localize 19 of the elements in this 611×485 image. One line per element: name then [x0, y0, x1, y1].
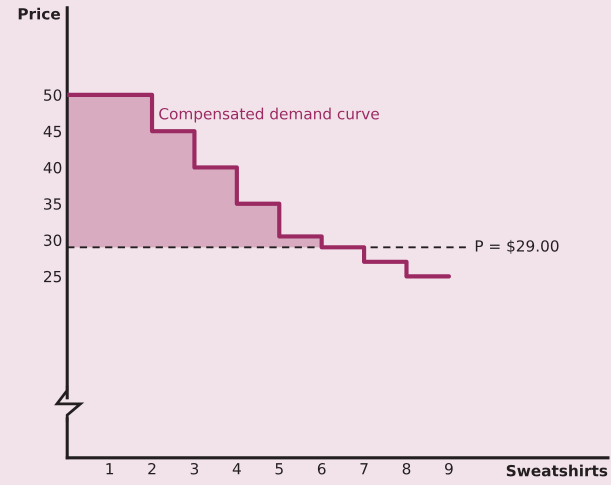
x-tick-label: 9	[445, 462, 453, 475]
x-tick-label: 8	[402, 462, 410, 475]
ref-line-label: P = $29.00	[476, 240, 559, 254]
x-tick-label: 5	[276, 463, 283, 475]
y-tick-label: 25	[44, 270, 62, 282]
x-tick-label: 6	[318, 462, 326, 475]
x-tick-label: 4	[232, 463, 241, 474]
x-tick-label: 1	[106, 463, 114, 474]
y-axis-title: Price	[18, 8, 60, 20]
x-axis-title: Sweatshirts	[506, 464, 608, 476]
y-tick-label: 30	[44, 234, 62, 246]
x-tick-label: 7	[360, 463, 368, 474]
x-tick-label: 2	[148, 462, 156, 474]
y-tick-label: 35	[44, 198, 62, 210]
y-tick-label: 50	[44, 89, 62, 101]
y-tick-label: 40	[44, 162, 62, 174]
series-label: Compensated demand curve	[159, 108, 379, 122]
x-tick-label: 3	[190, 462, 198, 475]
y-tick-label: 45	[44, 126, 62, 138]
